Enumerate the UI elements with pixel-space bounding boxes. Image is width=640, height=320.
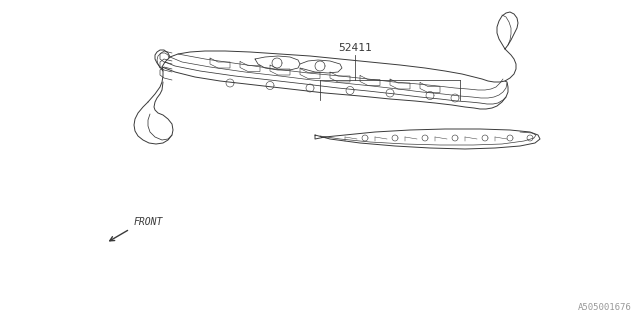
Text: A505001676: A505001676 bbox=[579, 303, 632, 312]
Text: 52411: 52411 bbox=[338, 43, 372, 53]
Text: FRONT: FRONT bbox=[134, 217, 163, 227]
